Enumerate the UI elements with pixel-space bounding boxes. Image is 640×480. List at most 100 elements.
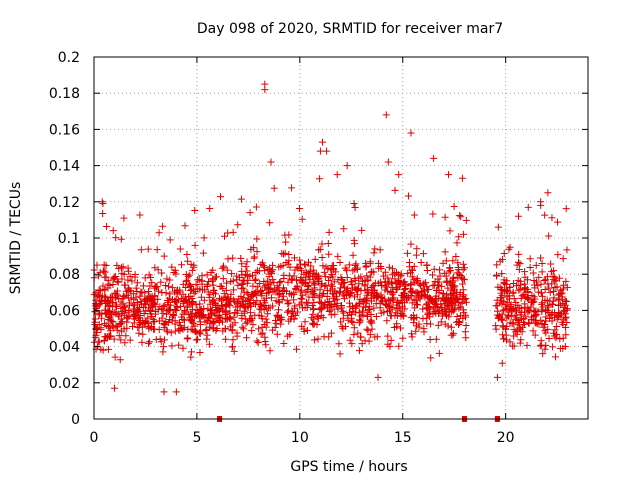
data-point (388, 303, 396, 311)
data-point (139, 330, 147, 338)
data-point (389, 265, 397, 273)
data-point (363, 272, 371, 280)
data-point (378, 281, 386, 289)
data-point (135, 323, 143, 331)
data-point (298, 215, 306, 223)
data-point (102, 333, 110, 341)
data-point (431, 308, 439, 316)
data-point (410, 319, 418, 327)
data-point (321, 299, 329, 307)
data-point (242, 319, 250, 327)
data-point (563, 298, 571, 306)
data-point (272, 319, 280, 327)
data-point (203, 335, 211, 343)
data-point (238, 281, 246, 289)
data-point (494, 223, 502, 231)
data-point (462, 334, 470, 342)
data-point (288, 275, 296, 283)
data-point (459, 280, 467, 288)
data-point (120, 270, 128, 278)
data-point (158, 314, 166, 322)
data-point (409, 311, 417, 319)
data-point (325, 298, 333, 306)
data-point (297, 260, 305, 268)
data-point (537, 316, 545, 324)
data-point (397, 272, 405, 280)
data-point (106, 297, 114, 305)
data-point (499, 331, 507, 339)
data-point (118, 327, 126, 335)
data-point (230, 347, 238, 355)
data-point (453, 313, 461, 321)
data-point (366, 331, 374, 339)
data-point (179, 280, 187, 288)
data-point (111, 384, 119, 392)
data-point (171, 327, 179, 335)
data-point (95, 338, 103, 346)
data-point (341, 279, 349, 287)
data-point (141, 274, 149, 282)
data-point (426, 336, 434, 344)
data-point (495, 312, 503, 320)
data-point (209, 300, 217, 308)
data-point (146, 338, 154, 346)
data-point (108, 317, 116, 325)
data-point (190, 263, 198, 271)
data-point (349, 319, 357, 327)
data-point (95, 286, 103, 294)
data-point (282, 259, 290, 267)
data-point (352, 285, 360, 293)
data-point (318, 253, 326, 261)
data-point (452, 252, 460, 260)
data-point (159, 222, 167, 230)
data-point (117, 235, 125, 243)
data-point (350, 199, 358, 207)
data-point (516, 311, 524, 319)
data-point (285, 231, 293, 239)
data-point (309, 278, 317, 286)
data-point (442, 272, 450, 280)
data-point (195, 275, 203, 283)
data-point (541, 211, 549, 219)
data-point (126, 272, 134, 280)
data-point (444, 284, 452, 292)
data-point (99, 267, 107, 275)
data-point (187, 300, 195, 308)
data-point (130, 295, 138, 303)
data-point (125, 301, 133, 309)
data-point (510, 295, 518, 303)
data-point (380, 272, 388, 280)
data-point (167, 329, 175, 337)
data-point (120, 214, 128, 222)
data-point (129, 322, 137, 330)
data-point (201, 286, 209, 294)
data-point (100, 261, 108, 269)
data-point (497, 294, 505, 302)
data-point (363, 285, 371, 293)
data-point (318, 138, 326, 146)
data-point (449, 275, 457, 283)
data-point (373, 293, 381, 301)
data-point (229, 336, 237, 344)
data-point (220, 290, 228, 298)
data-point (110, 273, 118, 281)
data-point (308, 301, 316, 309)
data-point (232, 303, 240, 311)
data-point (541, 345, 549, 353)
data-point (508, 312, 516, 320)
data-point (165, 282, 173, 290)
data-point (242, 263, 250, 271)
data-point (272, 316, 280, 324)
data-point (529, 299, 537, 307)
data-point (99, 346, 107, 354)
data-point (510, 332, 518, 340)
data-point (460, 264, 468, 272)
data-point (187, 353, 195, 361)
data-point (413, 275, 421, 283)
data-point (327, 306, 335, 314)
data-point (563, 306, 571, 314)
data-point (339, 307, 347, 315)
data-point (229, 277, 237, 285)
data-point (284, 300, 292, 308)
data-point (248, 327, 256, 335)
